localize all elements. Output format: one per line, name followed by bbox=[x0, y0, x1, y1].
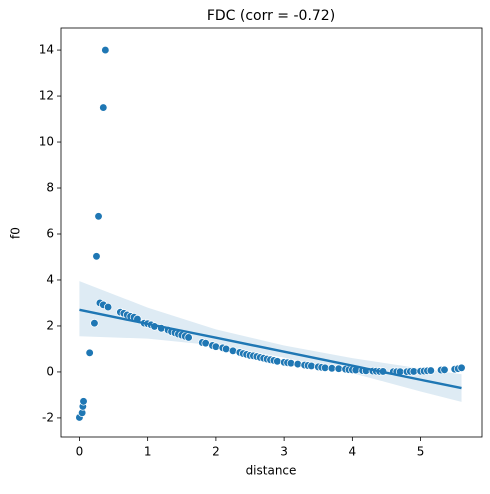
regression-line bbox=[79, 308, 462, 390]
y-tick-label: 0 bbox=[46, 364, 54, 378]
x-tick-label: 4 bbox=[349, 445, 357, 459]
point bbox=[293, 359, 302, 369]
point bbox=[440, 365, 449, 375]
chart-title: FDC (corr = -0.72) bbox=[207, 8, 335, 24]
point bbox=[409, 367, 418, 376]
point bbox=[184, 333, 193, 342]
x-tick-label: 1 bbox=[144, 445, 152, 459]
y-tick-label: 2 bbox=[46, 318, 54, 332]
point bbox=[457, 363, 466, 372]
y-tick-label: 6 bbox=[46, 226, 54, 240]
x-tick-label: 2 bbox=[212, 445, 220, 459]
point bbox=[103, 302, 113, 312]
point bbox=[99, 103, 108, 112]
point bbox=[327, 364, 337, 373]
point bbox=[90, 319, 99, 328]
point bbox=[334, 364, 343, 373]
y-tick-label: 10 bbox=[39, 135, 54, 149]
point bbox=[101, 45, 110, 55]
x-tick-label: 5 bbox=[417, 445, 425, 459]
point bbox=[228, 346, 238, 355]
x-axis-label: distance bbox=[246, 464, 297, 478]
y-axis-label: f0 bbox=[9, 227, 23, 239]
point bbox=[79, 397, 88, 406]
plot-frame bbox=[60, 27, 483, 438]
point bbox=[320, 363, 330, 372]
y-tick-label: 4 bbox=[46, 272, 54, 286]
point bbox=[273, 357, 282, 366]
point bbox=[94, 212, 103, 221]
point bbox=[221, 344, 231, 354]
point bbox=[92, 252, 101, 261]
point bbox=[307, 361, 316, 371]
y-tick-label: 14 bbox=[39, 43, 54, 57]
y-tick-label: 12 bbox=[39, 89, 54, 103]
point bbox=[211, 342, 221, 351]
x-tick-label: 0 bbox=[76, 445, 84, 459]
y-tick-label: 8 bbox=[46, 181, 54, 195]
x-tick-label: 3 bbox=[280, 445, 288, 459]
y-tick-label: -2 bbox=[42, 410, 54, 424]
point bbox=[85, 348, 94, 358]
point bbox=[286, 359, 296, 368]
point bbox=[426, 366, 435, 375]
point bbox=[201, 339, 210, 348]
